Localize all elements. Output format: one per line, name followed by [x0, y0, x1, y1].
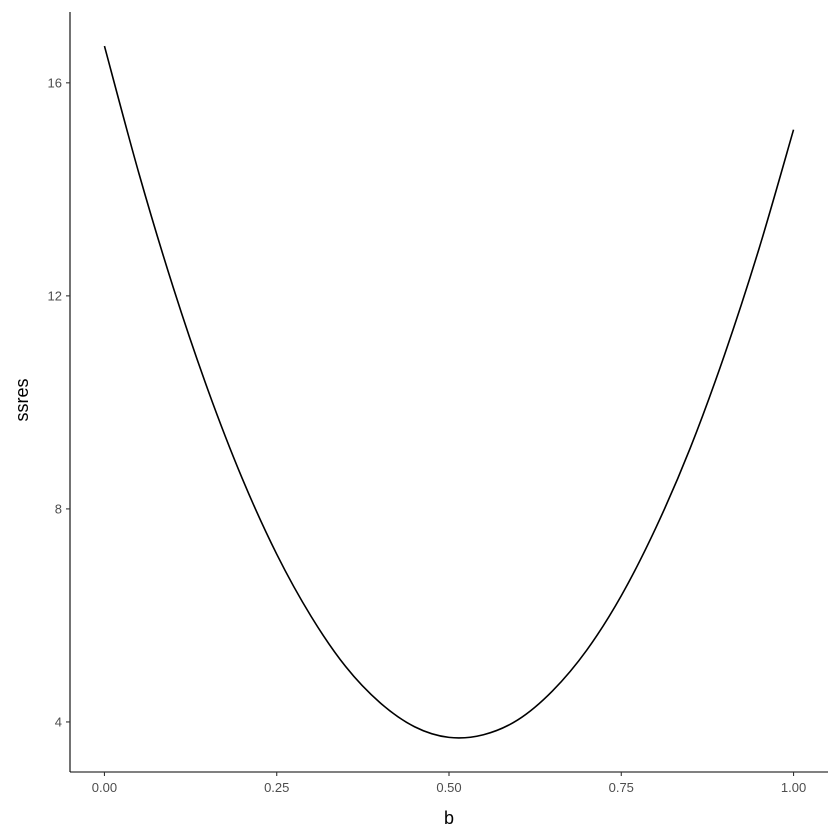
x-tick-label: 0.75: [609, 780, 634, 795]
y-tick-label: 12: [48, 288, 62, 303]
x-tick-label: 0.50: [436, 780, 461, 795]
x-tick-label: 0.00: [92, 780, 117, 795]
plot-area: 0.00 0.25 0.50 0.75 1.00 4 8 12 16: [48, 12, 828, 795]
y-axis-title: ssres: [12, 378, 32, 421]
y-tick-label: 4: [55, 714, 62, 729]
y-tick-label: 8: [55, 501, 62, 516]
series-line: [103, 45, 795, 739]
x-axis-title: b: [444, 808, 454, 828]
x-tick-label: 0.25: [264, 780, 289, 795]
y-tick-label: 16: [48, 75, 62, 90]
x-tick-label: 1.00: [781, 780, 806, 795]
